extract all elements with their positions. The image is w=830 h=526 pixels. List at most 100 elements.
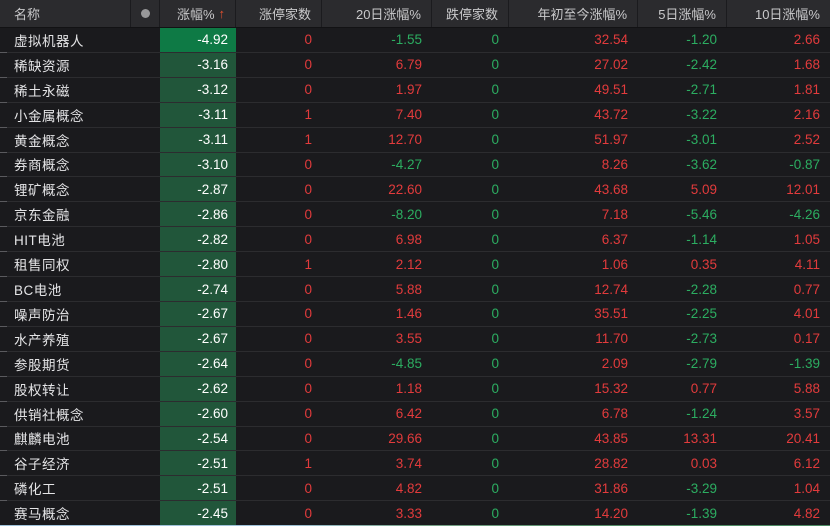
col-header-10d-change[interactable]: 10日涨幅%	[727, 0, 830, 27]
change-5d: -2.73	[686, 331, 717, 347]
table-row[interactable]: 券商概念 -3.10 0 -4.27 0 8.26 -3.62 -0.87	[0, 151, 830, 177]
col-header-5d-change[interactable]: 5日涨幅%	[638, 0, 727, 27]
change-5d: -2.25	[686, 306, 717, 322]
change-pct-cell: -3.11	[160, 102, 236, 127]
limit-down-count: 0	[491, 57, 499, 73]
marker-cell	[131, 427, 160, 451]
marker-cell	[131, 451, 160, 475]
sector-name: 赛马概念	[14, 507, 70, 523]
table-row[interactable]: 稀土永磁 -3.12 0 1.97 0 49.51 -2.71 1.81	[0, 76, 830, 102]
change-pct-cell: -3.11	[160, 127, 236, 152]
record-dot-icon	[140, 9, 150, 18]
table-row[interactable]: 黄金概念 -3.11 1 12.70 0 51.97 -3.01 2.52	[0, 126, 830, 152]
change-5d: -2.28	[686, 281, 717, 297]
table-row[interactable]: 虚拟机器人 -4.92 0 -1.55 0 32.54 -1.20 2.66	[0, 28, 830, 52]
change-pct-cell: -2.62	[160, 376, 236, 401]
col-header-marker[interactable]	[131, 0, 160, 27]
change-20d: 3.74	[395, 455, 422, 471]
table-row[interactable]: BC电池 -2.74 0 5.88 0 12.74 -2.28 0.77	[0, 276, 830, 301]
change-5d: -1.24	[686, 406, 717, 422]
table-row[interactable]: 谷子经济 -2.51 1 3.74 0 28.82 0.03 6.12	[0, 450, 830, 476]
change-5d: -2.79	[686, 356, 717, 372]
change-20d: 1.97	[395, 82, 422, 98]
sector-name: 京东金融	[14, 208, 70, 224]
marker-cell	[131, 177, 160, 201]
change-pct-cell: -2.45	[160, 501, 236, 526]
col-header-limit-up-count[interactable]: 涨停家数	[236, 0, 322, 27]
sector-name: 稀土永磁	[14, 83, 70, 99]
change-pct-cell: -2.82	[160, 227, 236, 252]
limit-up-count: 0	[304, 381, 312, 397]
limit-down-count: 0	[491, 181, 499, 197]
table-row[interactable]: 赛马概念 -2.45 0 3.33 0 14.20 -1.39 4.82	[0, 500, 830, 526]
change-5d: -1.14	[686, 231, 717, 247]
change-10d: 20.41	[786, 430, 820, 446]
table-row[interactable]: 参股期货 -2.64 0 -4.85 0 2.09 -2.79 -1.39	[0, 350, 830, 376]
limit-up-count: 0	[304, 231, 312, 247]
limit-up-count: 0	[304, 480, 312, 496]
marker-cell	[131, 227, 160, 251]
marker-cell	[131, 501, 160, 525]
change-5d: -3.22	[686, 107, 717, 123]
table-header: 名称 涨幅% ↑ 涨停家数 20日涨幅% 跌停家数 年初至今涨幅% 5日涨幅% …	[0, 0, 830, 28]
marker-cell	[131, 377, 160, 401]
col-header-name[interactable]: 名称	[0, 0, 131, 27]
change-10d: 6.12	[793, 455, 820, 471]
change-20d: 6.42	[395, 406, 422, 422]
marker-cell	[131, 402, 160, 426]
limit-up-count: 0	[304, 206, 312, 222]
table-row[interactable]: 稀缺资源 -3.16 0 6.79 0 27.02 -2.42 1.68	[0, 51, 830, 77]
table-row[interactable]: 磷化工 -2.51 0 4.82 0 31.86 -3.29 1.04	[0, 475, 830, 501]
limit-down-count: 0	[491, 331, 499, 347]
table-row[interactable]: 锂矿概念 -2.87 0 22.60 0 43.68 5.09 12.01	[0, 176, 830, 202]
table-row[interactable]: 噪声防治 -2.67 0 1.46 0 35.51 -2.25 4.01	[0, 300, 830, 326]
change-5d: -3.29	[686, 480, 717, 496]
sector-name: 磷化工	[14, 482, 56, 498]
table-row[interactable]: 租售同权 -2.80 1 2.12 0 1.06 0.35 4.11	[0, 251, 830, 277]
table-row[interactable]: 股权转让 -2.62 0 1.18 0 15.32 0.77 5.88	[0, 375, 830, 401]
limit-up-count: 0	[304, 32, 312, 48]
change-20d: 1.46	[395, 306, 422, 322]
table-row[interactable]: 水产养殖 -2.67 0 3.55 0 11.70 -2.73 0.17	[0, 325, 830, 351]
change-pct-cell: -2.87	[160, 177, 236, 202]
col-header-20d-change[interactable]: 20日涨幅%	[322, 0, 432, 27]
table-row[interactable]: 麒麟电池 -2.54 0 29.66 0 43.85 13.31 20.41	[0, 425, 830, 451]
col-header-5d-label: 5日涨幅%	[658, 7, 716, 22]
limit-up-count: 0	[304, 331, 312, 347]
change-10d: 12.01	[786, 181, 820, 197]
change-ytd: 1.06	[601, 256, 628, 272]
col-header-ytd-change[interactable]: 年初至今涨幅%	[509, 0, 638, 27]
sector-name: 锂矿概念	[14, 183, 70, 199]
change-pct-cell: -2.51	[160, 476, 236, 501]
change-10d: 1.68	[793, 57, 820, 73]
limit-down-count: 0	[491, 156, 499, 172]
table-row[interactable]: 小金属概念 -3.11 1 7.40 0 43.72 -3.22 2.16	[0, 101, 830, 127]
change-ytd: 28.82	[594, 455, 628, 471]
change-pct-cell: -2.60	[160, 401, 236, 426]
limit-up-count: 0	[304, 430, 312, 446]
limit-up-count: 1	[304, 132, 312, 148]
limit-down-count: 0	[491, 430, 499, 446]
change-20d: 22.60	[388, 181, 422, 197]
change-10d: 1.05	[793, 231, 820, 247]
change-10d: 2.52	[793, 132, 820, 148]
col-header-limit-down-count[interactable]: 跌停家数	[432, 0, 509, 27]
change-ytd: 51.97	[594, 132, 628, 148]
change-10d: 1.81	[793, 82, 820, 98]
table-row[interactable]: 京东金融 -2.86 0 -8.20 0 7.18 -5.46 -4.26	[0, 201, 830, 227]
change-ytd: 43.72	[594, 107, 628, 123]
change-20d: 2.12	[395, 256, 422, 272]
change-pct-cell: -2.54	[160, 426, 236, 451]
change-ytd: 8.26	[601, 156, 628, 172]
sector-name: HIT电池	[14, 233, 66, 249]
change-10d: 5.88	[793, 381, 820, 397]
change-10d: 0.17	[793, 331, 820, 347]
change-5d: -5.46	[686, 206, 717, 222]
limit-up-count: 0	[304, 281, 312, 297]
marker-cell	[131, 252, 160, 276]
col-header-change-pct[interactable]: 涨幅% ↑	[160, 0, 236, 27]
table-row[interactable]: 供销社概念 -2.60 0 6.42 0 6.78 -1.24 3.57	[0, 400, 830, 426]
table-row[interactable]: HIT电池 -2.82 0 6.98 0 6.37 -1.14 1.05	[0, 226, 830, 252]
col-header-name-label: 名称	[14, 7, 41, 22]
